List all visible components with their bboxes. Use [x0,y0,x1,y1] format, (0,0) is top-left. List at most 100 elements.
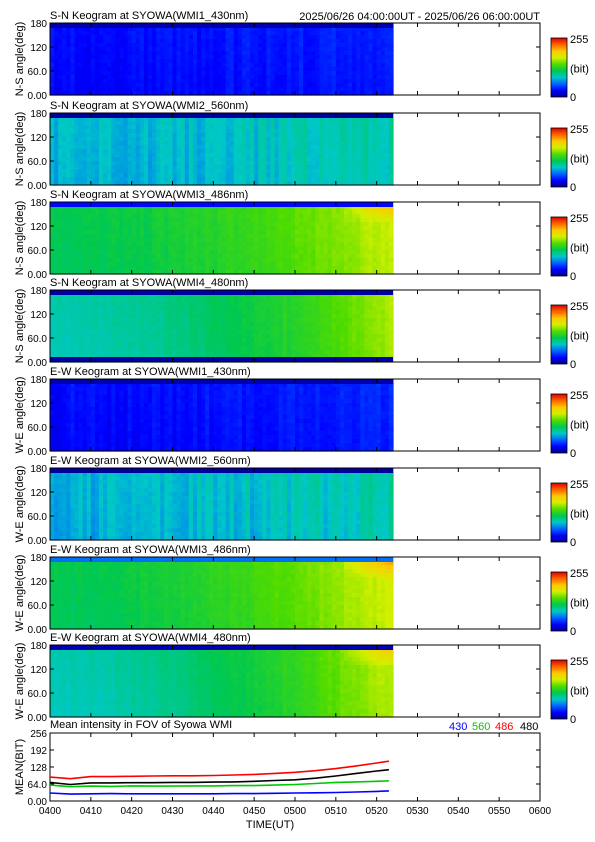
keogram-cell [90,169,96,174]
keogram-cell [372,246,378,251]
keogram-cell [233,266,239,271]
keogram-cell [295,250,300,255]
keogram-cell [139,153,145,158]
keogram-cell [274,169,280,174]
keogram-cell [307,35,312,40]
keogram-cell [217,117,223,122]
keogram-cell [384,157,390,162]
keogram-cell [348,71,353,76]
keogram-cell [368,137,374,142]
keogram-cell [380,169,386,174]
keogram-cell [50,141,55,146]
keogram-cell [192,181,198,186]
keogram-cell [368,129,374,134]
keogram-cell [103,27,108,32]
keogram-cell [237,141,243,146]
keogram-cell [111,75,116,80]
keogram-cell [90,354,96,359]
keogram-cell [270,177,276,182]
keogram-cell [274,75,280,80]
keogram-cell [66,218,72,223]
keogram-cell [131,238,137,243]
keogram-cell [156,254,161,259]
keogram-cell [278,141,284,146]
keogram-cell [299,27,304,32]
keogram-cell [233,125,239,130]
keogram-cell [335,83,341,88]
keogram-cell [119,326,125,331]
keogram-cell [303,153,308,158]
keogram-cell [286,27,292,32]
keogram-cell [103,226,108,231]
keogram-cell [78,310,84,315]
keogram-cell [50,35,55,40]
keogram-cell [315,47,321,52]
keogram-cell [348,79,353,84]
keogram-cell [241,210,247,215]
colorbar [550,216,568,277]
keogram-cell [160,254,165,259]
keogram-cell [286,270,292,275]
keogram-cell [127,246,133,251]
keogram-cell [50,310,55,315]
keogram-cell [372,121,378,126]
keogram-cell [348,230,353,235]
keogram-cell [50,222,55,227]
keogram-cell [74,31,80,36]
keogram-cell [241,153,247,158]
keogram-cell [131,27,137,32]
keogram-cell [123,234,129,239]
keogram-cell [74,43,80,48]
keogram-cell [380,137,386,142]
keogram-cell [376,59,382,64]
keogram-cell [213,27,219,32]
keogram-cell [356,129,361,134]
keogram-cell [82,270,88,275]
keogram-cell [250,234,255,239]
keogram-cell [262,31,268,36]
keogram-cell [82,342,88,347]
keogram-cell [233,226,239,231]
keogram-cell [176,234,182,239]
keogram-cell [205,71,210,76]
keogram-cell [352,177,357,182]
keogram-cell [278,91,284,96]
keogram-cell [384,83,390,88]
keogram-cell [99,294,104,299]
keogram-cell [164,91,170,96]
keogram-cell [270,270,276,275]
keogram-cell [209,39,214,44]
keogram-cell [143,238,149,243]
keogram-cell [319,121,325,126]
keogram-cell [123,230,129,235]
keogram-cell [250,218,255,223]
keogram-cell [135,145,141,150]
keogram-cell [303,234,308,239]
keogram-cell [307,75,312,80]
keogram-cell [213,270,219,275]
keogram-cell [368,242,374,247]
keogram-cell [225,181,231,186]
keogram-cell [70,125,76,130]
keogram-cell [160,27,165,32]
keogram-cell [66,27,72,32]
keogram-cell [58,258,63,263]
keogram-cell [274,230,280,235]
keogram-cell [201,141,206,146]
keogram-cell [286,39,292,44]
keogram-cell [315,254,321,259]
keogram-cell [86,87,92,92]
keogram-cell [205,165,210,170]
keogram-cell [213,206,219,211]
keogram-cell [115,71,121,76]
keogram-cell [135,149,141,154]
keogram-cell [205,218,210,223]
keogram-cell [78,91,84,96]
keogram-cell [115,322,121,327]
keogram-cell [339,153,345,158]
keogram-cell [380,270,386,275]
keogram-cell [168,117,174,122]
keogram-cell [74,294,80,299]
keogram-cell [278,47,284,52]
keogram-cell [274,117,280,122]
